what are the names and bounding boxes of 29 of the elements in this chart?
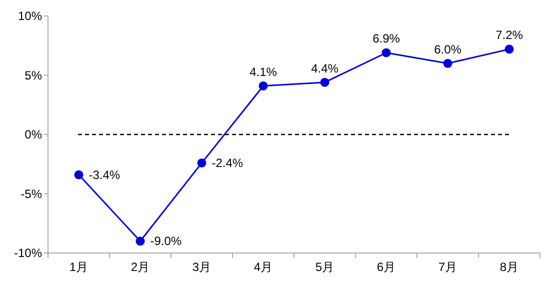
x-tick-label: 2月 bbox=[130, 260, 150, 274]
x-tick-label: 1月 bbox=[69, 260, 88, 274]
y-tick-label: 10% bbox=[18, 9, 42, 23]
data-label: 4.4% bbox=[311, 61, 339, 76]
data-label: -3.4% bbox=[88, 168, 120, 182]
point bbox=[136, 236, 145, 246]
data-label: 4.1% bbox=[250, 64, 278, 79]
data-label: -9.0% bbox=[150, 234, 182, 248]
point bbox=[504, 44, 514, 54]
data-label: 6.9% bbox=[372, 32, 400, 46]
x-tick-label: 8月 bbox=[500, 260, 519, 274]
data-label: 6.0% bbox=[434, 42, 462, 56]
point bbox=[443, 58, 452, 68]
point bbox=[197, 158, 206, 168]
point bbox=[320, 78, 330, 87]
x-tick-label: 3月 bbox=[192, 260, 212, 274]
point bbox=[382, 48, 391, 58]
y-tick-label: 0% bbox=[24, 128, 42, 142]
x-tick-label: 5月 bbox=[315, 260, 334, 274]
y-tick-label: 5% bbox=[24, 68, 42, 82]
x-tick-label: 7月 bbox=[438, 260, 458, 274]
y-tick-label: -10% bbox=[14, 246, 42, 260]
point bbox=[74, 170, 84, 180]
data-label: 7.2% bbox=[496, 28, 524, 42]
y-tick-label: -5% bbox=[20, 186, 42, 201]
x-tick-label: 4月 bbox=[254, 260, 273, 274]
data-label: -2.4% bbox=[212, 156, 244, 170]
point bbox=[258, 81, 268, 90]
x-tick-label: 6月 bbox=[376, 260, 396, 274]
